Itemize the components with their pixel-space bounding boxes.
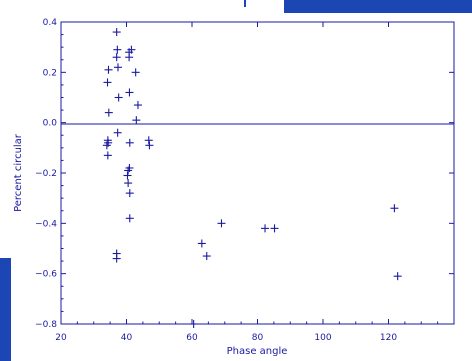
- data-point: [104, 108, 113, 117]
- data-point: [127, 45, 136, 54]
- x-tick-label: 100: [314, 333, 331, 343]
- data-point: [102, 141, 111, 150]
- data-point: [124, 179, 133, 188]
- data-point: [144, 136, 153, 145]
- data-point: [114, 93, 123, 102]
- data-point: [270, 224, 279, 233]
- data-point: [145, 141, 154, 150]
- decorative-band: [284, 0, 472, 13]
- data-point: [197, 239, 206, 248]
- data-point: [112, 28, 121, 37]
- y-tick-label: −0.6: [35, 270, 57, 280]
- y-tick-label: −0.8: [35, 320, 57, 330]
- data-point: [125, 88, 134, 97]
- data-point: [202, 252, 211, 261]
- y-axis-ticks: −0.8 −0.6 −0.4 −0.2 0.0 0.2 0.4: [35, 18, 454, 330]
- data-point: [103, 78, 112, 87]
- x-tick-label: 80: [252, 333, 264, 343]
- x-tick-label: 120: [380, 333, 397, 343]
- x-tick-label: 20: [55, 333, 67, 343]
- data-point: [131, 68, 140, 77]
- decorative-tick: [244, 0, 246, 7]
- data-point: [113, 45, 122, 54]
- x-axis-title: Phase angle: [227, 346, 288, 357]
- x-tick-label: 40: [121, 333, 133, 343]
- data-points: [102, 28, 402, 328]
- y-tick-label: 0.2: [43, 68, 57, 78]
- x-tick-label: 60: [186, 333, 198, 343]
- data-point: [390, 204, 399, 213]
- data-point: [113, 63, 122, 72]
- decorative-side-block: [0, 258, 11, 361]
- data-point: [104, 65, 113, 74]
- y-tick-label: −0.4: [35, 219, 57, 229]
- y-tick-label: −0.2: [35, 169, 57, 179]
- data-point: [132, 116, 141, 125]
- data-point: [133, 101, 142, 110]
- y-tick-label: 0.4: [43, 18, 58, 28]
- data-point: [113, 128, 122, 137]
- data-point: [393, 272, 402, 281]
- data-point: [103, 151, 112, 160]
- data-point: [125, 138, 134, 147]
- data-point: [261, 224, 270, 233]
- data-point: [217, 219, 226, 228]
- data-point: [112, 254, 121, 263]
- data-point: [123, 171, 132, 180]
- data-point: [189, 320, 198, 328]
- data-point: [125, 214, 134, 223]
- data-point: [124, 166, 133, 175]
- y-axis-title: Percent circular: [13, 133, 24, 212]
- y-tick-label: 0.0: [43, 119, 58, 129]
- data-point: [125, 53, 134, 62]
- data-point: [112, 53, 121, 62]
- data-point: [125, 189, 134, 198]
- x-axis-ticks: 20 40 60 80 100 120: [55, 22, 439, 343]
